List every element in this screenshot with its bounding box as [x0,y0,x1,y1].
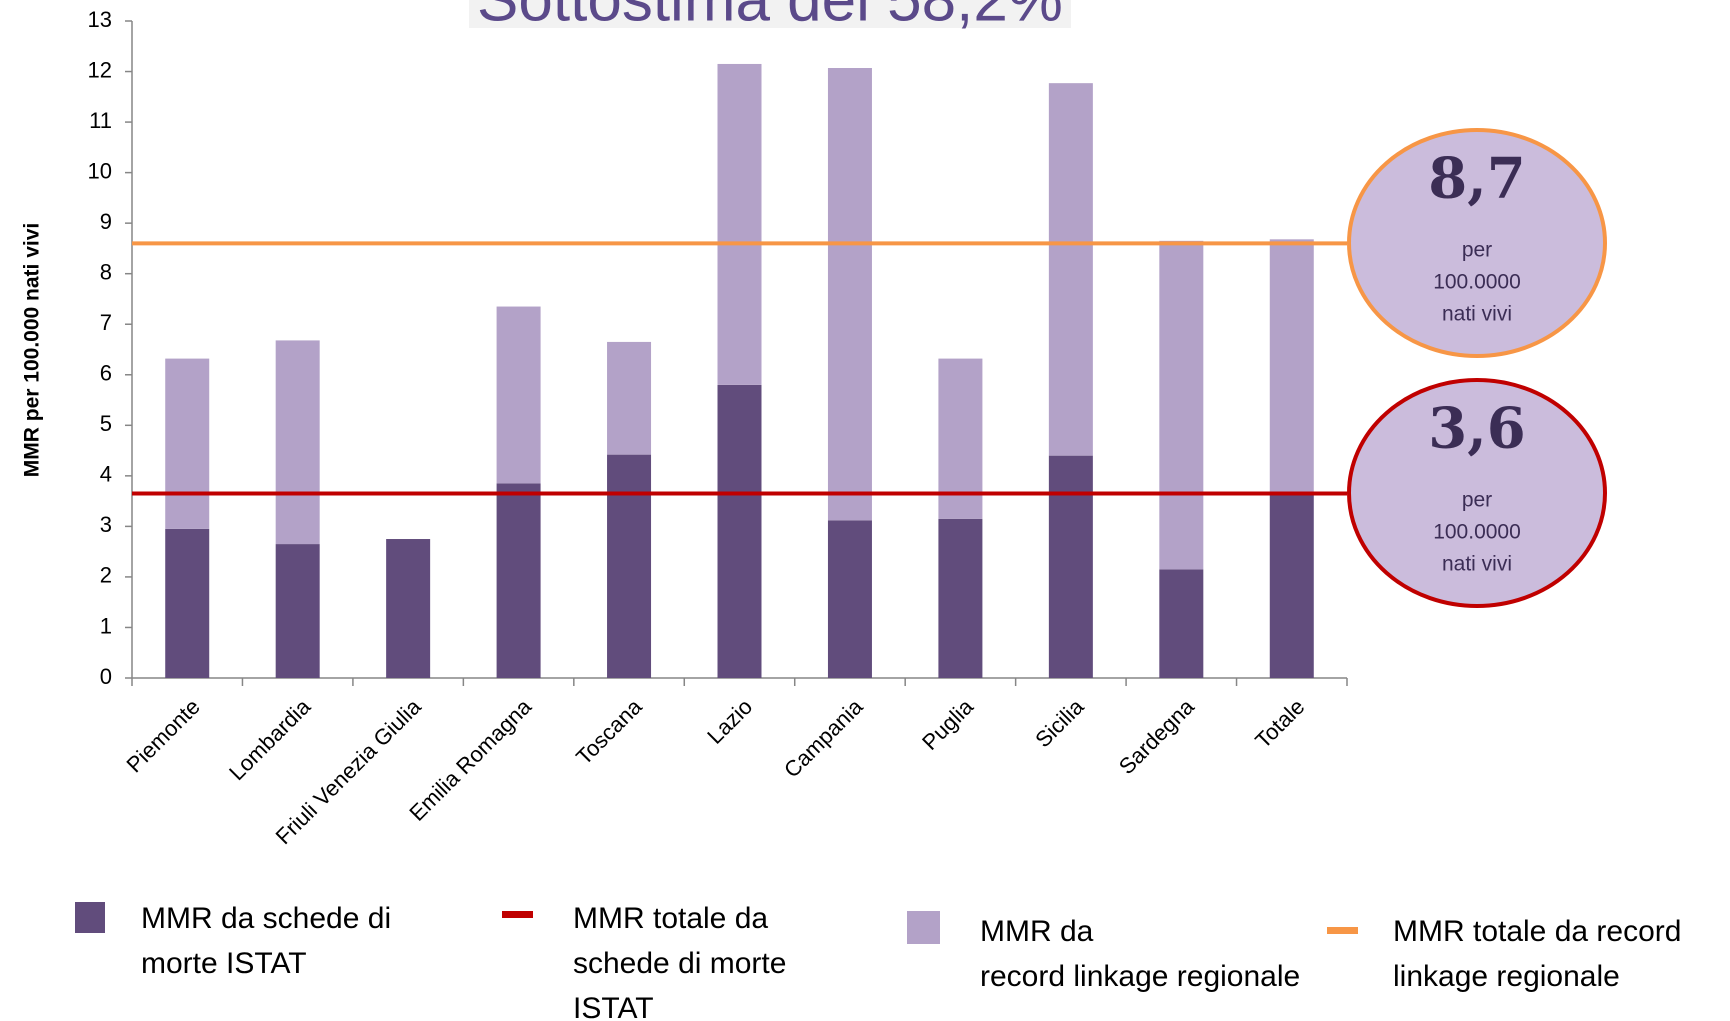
y-tick-label: 11 [89,108,112,133]
annotation-value: 3,6 [1428,396,1525,462]
annotation-bubble [1347,378,1607,608]
x-tick-label: Lazio [702,694,757,749]
annotation-text: 100.0000 [1433,271,1521,294]
bar-segment [1159,569,1204,678]
annotation-text: 100.0000 [1433,521,1521,544]
bar-segment [1269,239,1314,495]
legend-swatch [907,911,940,944]
x-tick-label: Toscana [571,693,647,769]
annotation-text: per [1462,239,1492,262]
bar-segment [607,454,652,678]
y-tick-label: 2 [100,563,112,588]
x-tick-label: Totale [1250,694,1309,753]
x-tick-label: Piemonte [121,694,204,777]
y-tick-label: 8 [100,260,112,285]
bar-segment [496,483,541,678]
x-tick-label: Campania [779,693,868,782]
legend-label: MMR da record linkage regionale [980,915,1301,993]
legend-label: MMR totale da record linkage regionale [1393,915,1682,993]
y-tick-label: 7 [100,310,112,335]
annotation-text: nati vivi [1442,553,1512,576]
x-tick-label: Emilia Romagna [404,693,536,825]
title-box [469,0,1071,28]
y-tick-label: 9 [100,209,112,234]
bar-segment [717,384,762,678]
bar-segment [165,358,210,529]
legend-label: MMR da schede di morte ISTAT [141,902,392,980]
bar-segment [717,63,762,385]
y-tick-label: 6 [100,361,112,386]
chart-title: Sottostima del 58,2% [477,0,1063,34]
bar-segment [275,340,320,545]
bar-segment [165,528,210,678]
y-axis-label: MMR per 100.000 nati vivi [21,223,44,477]
bar-segment [1048,455,1093,678]
x-tick-label: Puglia [917,693,978,754]
y-tick-label: 1 [100,613,112,638]
y-tick-label: 12 [88,57,112,82]
y-tick-label: 4 [100,462,112,487]
annotation-text: nati vivi [1442,303,1512,326]
bar-segment [1269,494,1314,678]
annotation-text: per [1462,489,1492,512]
y-tick-label: 5 [100,411,112,436]
bar-segment [1048,83,1093,456]
x-tick-label: Lombardia [224,693,316,785]
legend-swatch [1327,927,1358,934]
legend-swatch [502,911,533,918]
bar-segment [607,341,652,455]
annotation-value: 8,7 [1428,146,1525,212]
y-tick-label: 3 [100,512,112,537]
bar-segment [938,518,983,678]
bar-segment [386,539,431,678]
legend-label: MMR totale da schede di morte ISTAT [573,902,787,1021]
legend-swatch [75,902,105,933]
x-tick-label: Sicilia [1030,693,1089,752]
annotation-bubble [1347,128,1607,358]
bar-segment [1159,240,1204,570]
bar-segment [496,306,541,484]
y-tick-label: 13 [88,7,112,32]
bar-segment [827,520,872,678]
y-tick-label: 10 [88,158,112,183]
bar-segment [275,544,320,678]
y-tick-label: 0 [100,664,112,689]
x-tick-label: Sardegna [1114,693,1200,779]
bar-segment [827,68,872,521]
